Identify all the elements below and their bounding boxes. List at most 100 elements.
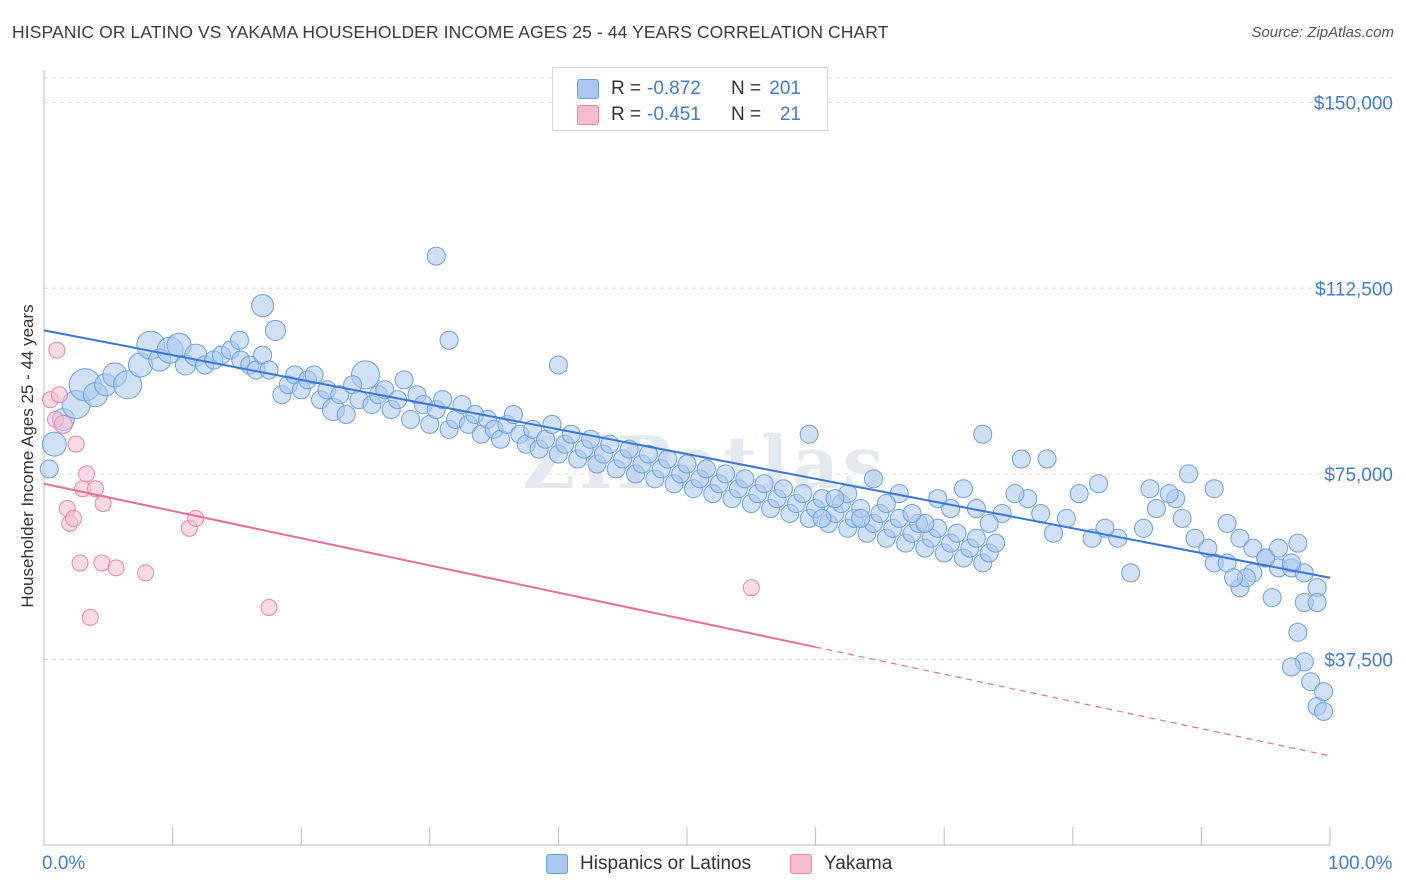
hispanic-point (851, 508, 871, 528)
n-value: 21 (779, 104, 801, 125)
hispanic-point (1134, 518, 1154, 538)
hispanic-point (973, 424, 993, 444)
hispanic-point (658, 449, 678, 469)
hispanic-point (812, 508, 832, 528)
hispanic-point (1140, 479, 1160, 499)
hispanic-point (1288, 622, 1308, 642)
yakama-point (50, 386, 68, 404)
hispanic-point (876, 494, 896, 514)
hispanic-point (1288, 533, 1308, 553)
hispanic-point (113, 370, 143, 400)
hispanic-point (754, 474, 774, 494)
yakama-point (65, 509, 83, 527)
yakama-trend-extension (815, 646, 1331, 757)
hispanic-point (1005, 484, 1025, 504)
hispanic-point (1204, 479, 1224, 499)
hispanic-point (439, 330, 459, 350)
hispanic-point (947, 523, 967, 543)
hispanic-point (39, 459, 59, 479)
legend-label: Yakama (824, 853, 893, 874)
y-tick-label: $112,500 (1315, 279, 1393, 300)
stats-row-hispanic: R = -0.872 N = 201 (553, 75, 827, 101)
yakama-point (93, 554, 111, 572)
hispanic-point (1281, 553, 1301, 573)
x-axis-max-label: 100.0% (1328, 853, 1393, 874)
r-value: -0.872 (647, 78, 701, 99)
hispanic-point (1262, 588, 1282, 608)
hispanic-point (1037, 449, 1057, 469)
hispanic-point (1179, 464, 1199, 484)
hispanic-point (677, 454, 697, 474)
hispanic-point (1069, 484, 1089, 504)
hispanic-point (1243, 538, 1263, 558)
hispanic-point (1121, 563, 1141, 583)
hispanic-point (1031, 503, 1051, 523)
hispanic-point (1230, 528, 1250, 548)
hispanic-point (915, 513, 935, 533)
hispanic-point (966, 528, 986, 548)
hispanic-point (953, 479, 973, 499)
yakama-point (53, 414, 73, 434)
hispanic-point (433, 390, 453, 410)
yakama-point (86, 480, 104, 498)
hispanic-point (1269, 538, 1289, 558)
hispanic-point (561, 424, 581, 444)
hispanic-point (1224, 568, 1244, 588)
hispanic-point (1044, 523, 1064, 543)
hispanic-point (1281, 657, 1301, 677)
hispanic-point (1056, 508, 1076, 528)
n-label: N = (731, 78, 762, 99)
stats-legend: R = -0.872 N = 201 R = -0.451 N = 21 (552, 67, 828, 131)
yakama-point (71, 554, 89, 572)
yakama-point (107, 559, 125, 577)
source-credit: Source: ZipAtlas.com (1251, 24, 1394, 41)
n-value: 201 (769, 78, 801, 99)
yakama-trend-line (43, 482, 816, 649)
series-legend: Hispanics or Latinos Yakama (0, 851, 1406, 879)
n-label: N = (731, 104, 762, 125)
hispanic-point (1089, 474, 1109, 494)
hispanic-point (1011, 449, 1031, 469)
yakama-point (48, 341, 66, 359)
hispanic-point (902, 503, 922, 523)
x-axis-min-label: 0.0% (42, 853, 86, 874)
hispanic-point (336, 404, 356, 424)
yakama-legend-swatch (790, 854, 812, 874)
hispanic-point (638, 444, 658, 464)
hispanic-point (1217, 513, 1237, 533)
hispanic-point (1159, 484, 1179, 504)
hispanic-point (41, 431, 67, 457)
hispanic-point (735, 469, 755, 489)
hispanic-point (825, 489, 845, 509)
hispanic-point (304, 365, 324, 385)
hispanic-point (542, 414, 562, 434)
hispanic-point (773, 479, 793, 499)
hispanic-point (979, 513, 999, 533)
hispanic-point (928, 489, 948, 509)
hispanic-point (229, 330, 249, 350)
hispanic-point (259, 360, 279, 380)
y-tick-label: $150,000 (1314, 94, 1393, 115)
hispanic-swatch (577, 79, 599, 99)
hispanic-point (1172, 508, 1192, 528)
yakama-point (81, 608, 99, 626)
r-label: R = (611, 78, 642, 99)
yakama-point (742, 579, 760, 597)
hispanic-point (793, 484, 813, 504)
hispanic-point (1256, 548, 1276, 568)
yakama-point (260, 598, 278, 616)
hispanic-point (696, 459, 716, 479)
yakama-point (187, 509, 205, 527)
y-tick-label: $75,000 (1324, 465, 1393, 486)
hispanic-point (1314, 682, 1334, 702)
y-axis-label: Householder Income Ages 25 - 44 years (18, 304, 37, 608)
legend-label: Hispanics or Latinos (580, 853, 752, 874)
hispanic-point (330, 385, 350, 405)
hispanic-point (1146, 499, 1166, 519)
hispanic-point (1314, 701, 1334, 721)
hispanic-point (986, 533, 1006, 553)
hispanic-point (394, 370, 414, 390)
hispanic-point (1307, 593, 1327, 613)
hispanic-point (799, 424, 819, 444)
